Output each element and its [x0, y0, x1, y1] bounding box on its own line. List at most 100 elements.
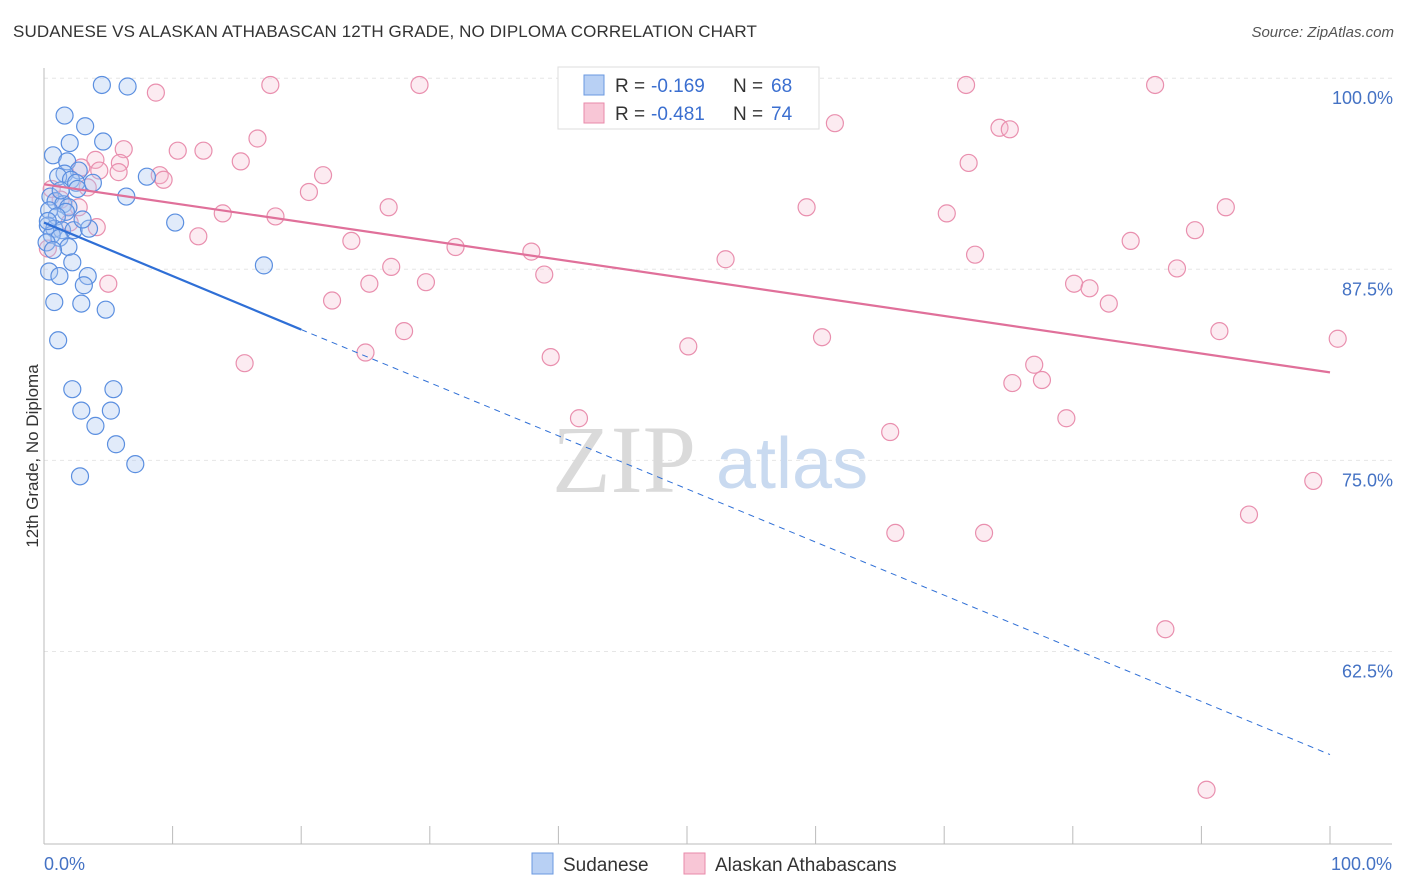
point-1-21: [154, 170, 173, 189]
stats-n-value-athabascan: 74: [771, 104, 793, 125]
trend-solid-0: [43, 221, 302, 331]
point-0-1: [118, 77, 137, 96]
point-1-46: [416, 273, 436, 292]
x-tick-label-max: 100.0%: [1331, 854, 1392, 874]
stats-n-label-sudanese: N =: [733, 76, 763, 97]
series-legend-swatch-athabascan: [683, 852, 706, 875]
point-1-49: [1099, 294, 1118, 313]
point-1-38: [716, 250, 735, 269]
watermark: ZIP atlas: [552, 406, 868, 513]
point-1-8: [248, 129, 267, 148]
point-0-33: [43, 240, 63, 260]
y-tick-label-3: 100.0%: [1332, 88, 1393, 108]
point-0-39: [74, 276, 93, 295]
point-1-32: [1185, 221, 1205, 240]
point-1-43: [1064, 274, 1084, 293]
point-1-35: [1121, 231, 1140, 251]
point-0-14: [83, 173, 102, 192]
point-1-9: [114, 140, 133, 159]
point-1-52: [812, 328, 832, 347]
trend-solid-1: [43, 183, 1331, 374]
point-1-58: [1025, 355, 1044, 374]
point-0-40: [45, 292, 64, 312]
series-legend-swatch-sudanese: [531, 852, 554, 875]
point-1-48: [322, 291, 342, 310]
y-tick-label-1: 75.0%: [1342, 470, 1393, 490]
point-1-26: [797, 198, 816, 217]
point-1-47: [99, 274, 118, 293]
stats-legend-swatch-athabascan: [583, 102, 605, 124]
stats-legend-swatch-sudanese: [583, 74, 605, 96]
point-1-27: [1216, 198, 1235, 217]
point-1-29: [213, 204, 232, 223]
point-0-38: [254, 256, 274, 275]
point-0-41: [72, 294, 91, 313]
point-0-34: [63, 253, 82, 272]
stats-r-value-sudanese: -0.169: [651, 76, 705, 97]
point-1-18: [109, 163, 128, 182]
point-0-5: [60, 133, 79, 153]
point-1-56: [541, 347, 560, 367]
point-1-19: [313, 166, 333, 185]
point-1-25: [379, 198, 398, 217]
x-axis-ticks: [43, 826, 1331, 844]
trend-lines: [43, 183, 1331, 756]
point-1-42: [535, 265, 554, 284]
y-axis-tick-labels: 62.5% 75.0% 87.5% 100.0%: [1332, 88, 1393, 681]
point-1-57: [235, 354, 254, 373]
point-1-55: [356, 343, 375, 362]
point-1-39: [382, 257, 401, 276]
point-0-4: [94, 132, 113, 151]
y-tick-label-0: 62.5%: [1342, 662, 1393, 682]
chart-title: SUDANESE VS ALASKAN ATHABASCAN 12TH GRAD…: [13, 22, 757, 41]
point-1-13: [86, 150, 105, 169]
point-1-63: [881, 422, 900, 442]
point-1-12: [231, 152, 250, 171]
point-0-31: [37, 233, 56, 252]
point-1-64: [1304, 471, 1323, 491]
point-1-41: [1167, 259, 1187, 278]
point-1-65: [1239, 505, 1259, 524]
point-0-52: [51, 181, 70, 200]
point-1-5: [825, 114, 844, 133]
point-0-12: [137, 167, 156, 186]
series-legend: Sudanese Alaskan Athabascans: [531, 852, 897, 876]
point-1-66: [886, 523, 905, 543]
point-0-32: [59, 237, 78, 257]
point-0-3: [76, 117, 95, 136]
stats-n-label-athabascan: N =: [733, 104, 763, 125]
x-tick-label-min: 0.0%: [44, 854, 85, 874]
point-1-2: [956, 75, 976, 95]
point-0-0: [92, 75, 111, 95]
watermark-zip: ZIP: [552, 406, 696, 513]
stats-r-value-athabascan: -0.481: [651, 104, 705, 125]
sudanese-points: [37, 75, 274, 486]
point-0-28: [79, 219, 99, 238]
source-label: Source: ZipAtlas.com: [1251, 24, 1394, 41]
stats-r-label-athabascan: R =: [615, 104, 645, 125]
trend-dashed-0: [301, 329, 1331, 756]
point-0-23: [166, 213, 185, 232]
point-0-21: [56, 202, 75, 221]
point-1-7: [1000, 120, 1019, 139]
point-0-46: [72, 401, 91, 420]
point-1-61: [569, 409, 589, 428]
point-1-45: [360, 274, 379, 293]
point-0-37: [78, 266, 97, 286]
point-0-36: [50, 266, 69, 286]
stats-r-label-sudanese: R =: [615, 76, 645, 97]
point-1-15: [959, 153, 978, 173]
point-0-48: [86, 416, 105, 435]
point-1-59: [1003, 373, 1022, 393]
stats-legend: R = -0.169 N = 68 R = -0.481 N = 74: [557, 66, 820, 130]
gridlines: [44, 77, 1392, 652]
point-1-50: [394, 322, 414, 341]
point-1-22: [299, 182, 319, 202]
point-1-14: [110, 153, 129, 173]
point-1-67: [974, 523, 994, 543]
y-tick-label-2: 87.5%: [1342, 279, 1393, 299]
point-0-47: [101, 401, 120, 420]
point-1-31: [87, 218, 106, 237]
point-0-55: [73, 210, 92, 229]
